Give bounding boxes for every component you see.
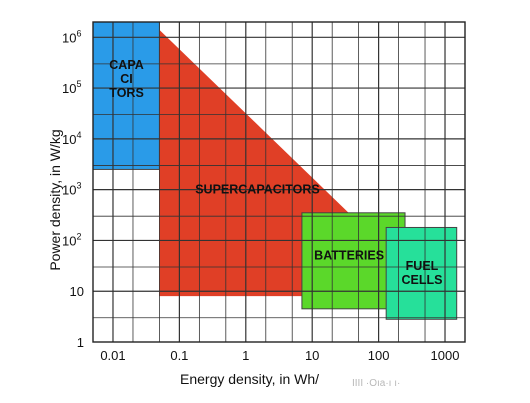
y-tick-label: 104	[62, 130, 81, 147]
y-axis-label: Power density, in W/kg	[47, 129, 63, 270]
y-tick-label: 1	[77, 335, 84, 350]
region-labels-layer: CAPACITORS SUPERCAPACITORS BATTERIES FUELCE…	[109, 58, 442, 287]
capacitors-label: CI	[120, 72, 133, 86]
x-tick-label: 1000	[431, 348, 460, 363]
x-tick-label: 1	[242, 348, 249, 363]
y-tick-label: 105	[62, 79, 81, 96]
plot-frame	[92, 21, 466, 343]
y-tick-label: 102	[62, 231, 81, 248]
x-tick-label: 100	[368, 348, 390, 363]
fuel-cells-label: CELLS	[401, 273, 442, 287]
x-axis-label: Energy density, in Wh/	[180, 371, 319, 387]
x-tick-label: 0.01	[100, 348, 125, 363]
x-tick-label: 10	[305, 348, 319, 363]
batteries-label: BATTERIES	[314, 249, 384, 263]
y-tick-label: 103	[62, 181, 81, 198]
tick-labels-layer: 0.01 0.1 1 10 100 1000 1 10 102 103 104 105 106	[62, 28, 459, 363]
capacitors-region	[92, 21, 160, 170]
y-tick-label: 106	[62, 28, 81, 45]
capacitors-label: CAPA	[109, 58, 144, 72]
watermark-text: IIII ·Oıa·ı ı·	[352, 378, 400, 389]
y-tick-label: 10	[70, 284, 84, 299]
supercapacitors-label: SUPERCAPACITORS	[195, 183, 320, 197]
x-tick-label: 0.1	[170, 348, 188, 363]
capacitors-label: TORS	[109, 86, 144, 100]
grid-layer	[92, 21, 466, 343]
fuel-cells-label: FUEL	[406, 259, 439, 273]
